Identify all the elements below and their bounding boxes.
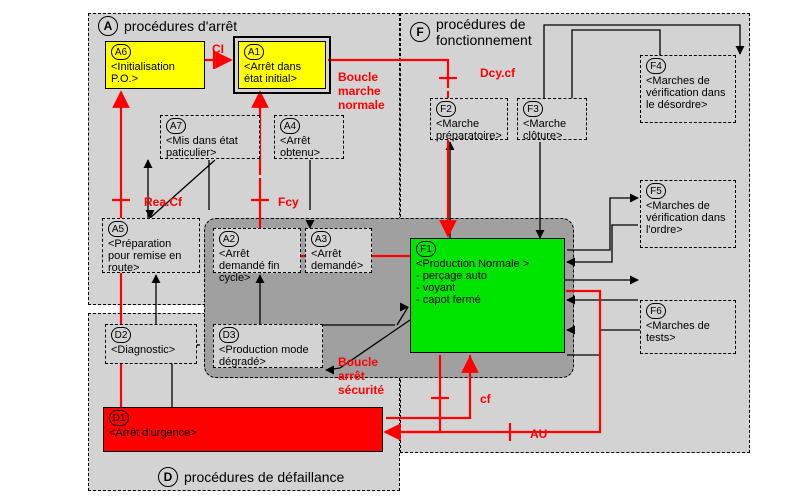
node-A1-id: A1 bbox=[244, 44, 264, 60]
node-F3-text: <Marche clôture> bbox=[523, 118, 581, 142]
node-A3: A3<Arrêt demandé> bbox=[305, 228, 372, 273]
node-D2-text: <Diagnostic> bbox=[111, 344, 191, 356]
node-F4: F4<Marches de vérification dans le désor… bbox=[640, 55, 736, 123]
node-F3: F3<Marche clôture> bbox=[517, 98, 587, 140]
region-D-label: D procédures de défaillance bbox=[158, 467, 344, 487]
diagram-canvas: A procédures d'arrêt F procédures de fon… bbox=[0, 0, 800, 500]
node-A2-id: A2 bbox=[219, 231, 239, 247]
flow-label-Rea_Cf: Rea.Cf bbox=[144, 195, 182, 209]
region-D-text: procédures de défaillance bbox=[184, 469, 344, 485]
flow-label-boucle_marche: Boucle marche normale bbox=[338, 70, 385, 112]
region-F-label: F procédures de fonctionnement bbox=[410, 16, 616, 48]
node-A4-id: A4 bbox=[280, 118, 300, 134]
node-D1-id: D1 bbox=[109, 410, 129, 426]
node-D3-text: <Production mode dégradé> bbox=[219, 344, 317, 368]
node-A6-id: A6 bbox=[111, 44, 131, 60]
node-A7: A7<Mis dans état paticulier> bbox=[160, 115, 260, 159]
node-F1: F1<Production Normale > - perçage auto -… bbox=[410, 238, 565, 353]
node-A4: A4<Arrêt obtenu> bbox=[274, 115, 344, 159]
node-F6-id: F6 bbox=[646, 303, 666, 319]
node-F5-id: F5 bbox=[646, 183, 666, 199]
node-A6-text: <Initialisation P.O.> bbox=[111, 61, 199, 85]
node-F1-text: <Production Normale > - perçage auto - v… bbox=[416, 258, 559, 306]
region-A-letter: A bbox=[98, 16, 118, 36]
node-A1: A1<Arrêt dans état initial> bbox=[238, 41, 326, 89]
node-A3-id: A3 bbox=[311, 231, 331, 247]
node-A3-text: <Arrêt demandé> bbox=[311, 248, 366, 272]
flow-label-AU: AU bbox=[530, 427, 547, 441]
node-A7-id: A7 bbox=[166, 118, 186, 134]
region-A-label: A procédures d'arrêt bbox=[98, 16, 237, 36]
node-F4-id: F4 bbox=[646, 58, 666, 74]
flow-label-boucle_arret: Boucle arrêt sécurité bbox=[338, 355, 384, 397]
flow-label-CI: CI bbox=[212, 42, 224, 56]
region-F-letter: F bbox=[410, 22, 430, 42]
node-D3: D3<Production mode dégradé> bbox=[213, 324, 323, 368]
flow-label-cf: cf bbox=[480, 392, 491, 406]
region-F-text: procédures de fonctionnement bbox=[436, 16, 616, 48]
node-A6: A6<Initialisation P.O.> bbox=[105, 41, 205, 89]
node-F2: F2<Marche préparatoire> bbox=[430, 98, 508, 140]
node-A2-text: <Arrêt demandé fin cycle> bbox=[219, 248, 295, 284]
node-D3-id: D3 bbox=[219, 327, 239, 343]
node-A4-text: <Arrêt obtenu> bbox=[280, 135, 338, 159]
node-F2-text: <Marche préparatoire> bbox=[436, 118, 502, 142]
node-A1-text: <Arrêt dans état initial> bbox=[244, 61, 320, 85]
node-A5-text: <Préparation pour remise en route> bbox=[108, 238, 194, 274]
node-F5: F5<Marches de vérification dans l'ordre> bbox=[640, 180, 736, 248]
node-D2: D2<Diagnostic> bbox=[105, 324, 197, 364]
node-A7-text: <Mis dans état paticulier> bbox=[166, 135, 254, 159]
flow-label-Dcy_cf: Dcy.cf bbox=[480, 66, 515, 80]
node-F1-id: F1 bbox=[416, 241, 436, 257]
region-D-letter: D bbox=[158, 467, 178, 487]
node-F2-id: F2 bbox=[436, 101, 456, 117]
node-F3-id: F3 bbox=[523, 101, 543, 117]
node-A2: A2<Arrêt demandé fin cycle> bbox=[213, 228, 301, 273]
node-A5: A5<Préparation pour remise en route> bbox=[102, 218, 200, 273]
node-F6-text: <Marches de tests> bbox=[646, 320, 730, 344]
flow-label-Fcy: Fcy bbox=[278, 195, 299, 209]
node-F6: F6<Marches de tests> bbox=[640, 300, 736, 354]
node-F4-text: <Marches de vérification dans le désordr… bbox=[646, 75, 730, 111]
node-D1-text: <Arrêt d'urgence> bbox=[109, 427, 377, 439]
node-F5-text: <Marches de vérification dans l'ordre> bbox=[646, 200, 730, 236]
node-D1: D1<Arrêt d'urgence> bbox=[103, 407, 383, 452]
region-A-text: procédures d'arrêt bbox=[124, 18, 237, 34]
node-D2-id: D2 bbox=[111, 327, 131, 343]
node-A5-id: A5 bbox=[108, 221, 128, 237]
